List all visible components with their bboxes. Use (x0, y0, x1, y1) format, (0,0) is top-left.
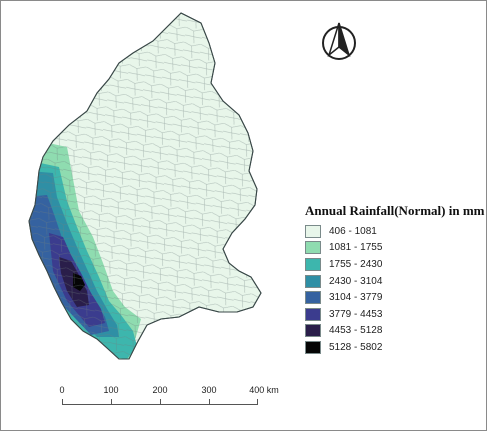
legend-title: Annual Rainfall(Normal) in mm (305, 203, 485, 218)
legend-item: 3104 - 3779 (305, 289, 485, 306)
scale-label: 200 (152, 385, 168, 395)
scale-bar: 0 100 200 300 400 km (57, 385, 289, 415)
legend-item: 406 - 1081 (305, 223, 485, 240)
legend-swatch (305, 274, 321, 288)
legend-swatch (305, 224, 321, 238)
scale-label: 300 (201, 385, 217, 395)
legend-items: 406 - 1081 1081 - 1755 1755 - 2430 2430 … (305, 223, 485, 356)
scale-tick (111, 399, 112, 405)
legend-swatch (305, 291, 321, 305)
scale-tick (160, 399, 161, 405)
scale-tick (62, 399, 63, 405)
scale-label: 100 (103, 385, 119, 395)
legend-label: 5128 - 5802 (329, 341, 383, 353)
legend-label: 4453 - 5128 (329, 325, 383, 337)
scale-tick (257, 399, 258, 405)
legend-swatch (305, 241, 321, 255)
legend-label: 406 - 1081 (329, 225, 377, 237)
legend-swatch (305, 340, 321, 354)
map-legend: Annual Rainfall(Normal) in mm 406 - 1081… (305, 203, 485, 356)
legend-item: 5128 - 5802 (305, 339, 485, 356)
legend-item: 1081 - 1755 (305, 240, 485, 257)
legend-item: 3779 - 4453 (305, 306, 485, 323)
legend-label: 1755 - 2430 (329, 258, 383, 270)
legend-label: 3779 - 4453 (329, 308, 383, 320)
legend-swatch (305, 257, 321, 271)
north-arrow-icon (322, 22, 356, 60)
scale-tick (209, 399, 210, 405)
legend-label: 3104 - 3779 (329, 292, 383, 304)
legend-item: 1755 - 2430 (305, 256, 485, 273)
legend-swatch (305, 324, 321, 338)
legend-item: 2430 - 3104 (305, 273, 485, 290)
legend-swatch (305, 307, 321, 321)
scale-label: 0 (59, 385, 65, 395)
legend-label: 2430 - 3104 (329, 275, 383, 287)
scale-label: 400 km (249, 385, 279, 395)
state-border (28, 12, 262, 360)
legend-item: 4453 - 5128 (305, 323, 485, 340)
legend-label: 1081 - 1755 (329, 242, 383, 254)
